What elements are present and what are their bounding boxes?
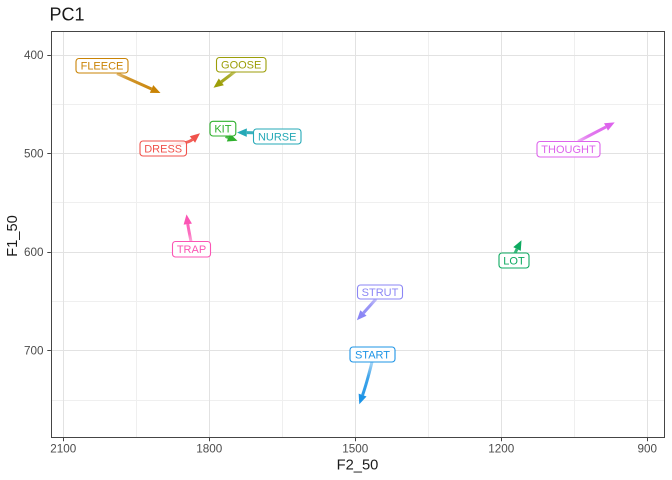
svg-text:2100: 2100 xyxy=(50,443,77,456)
svg-text:1500: 1500 xyxy=(342,443,369,456)
svg-text:600: 600 xyxy=(24,246,44,259)
svg-text:700: 700 xyxy=(24,345,44,358)
svg-text:START: START xyxy=(355,349,390,361)
svg-text:400: 400 xyxy=(24,49,44,62)
svg-text:F2_50: F2_50 xyxy=(337,458,379,474)
svg-text:THOUGHT: THOUGHT xyxy=(541,144,596,156)
svg-text:STRUT: STRUT xyxy=(362,287,399,299)
svg-text:NURSE: NURSE xyxy=(258,131,297,143)
svg-text:1800: 1800 xyxy=(196,443,223,456)
svg-text:PC1: PC1 xyxy=(50,4,85,24)
svg-text:FLEECE: FLEECE xyxy=(81,61,124,73)
svg-text:GOOSE: GOOSE xyxy=(221,60,261,72)
svg-text:LOT: LOT xyxy=(503,255,525,267)
svg-text:KIT: KIT xyxy=(214,124,231,136)
svg-text:900: 900 xyxy=(638,443,658,456)
svg-text:TRAP: TRAP xyxy=(177,244,206,256)
svg-text:DRESS: DRESS xyxy=(144,143,182,155)
svg-text:F1_50: F1_50 xyxy=(5,215,21,257)
svg-text:1200: 1200 xyxy=(488,443,515,456)
svg-text:500: 500 xyxy=(24,148,44,161)
